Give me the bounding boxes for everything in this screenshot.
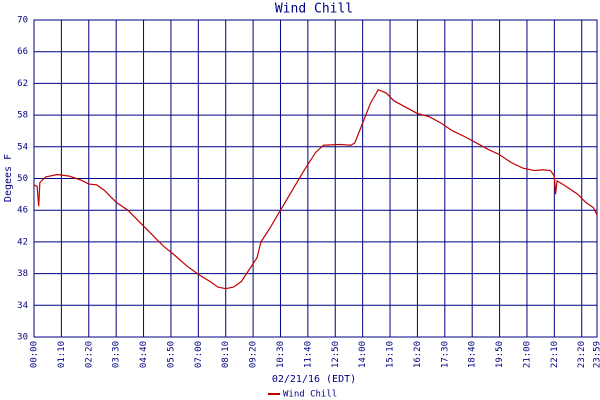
x-tick-label: 15:10 [386, 341, 396, 368]
x-tick-label: 10:30 [276, 341, 286, 368]
y-tick-label: 54 [17, 142, 28, 152]
y-tick-label: 62 [17, 79, 28, 89]
y-axis-label: Degees F [3, 154, 14, 202]
y-tick-label: 34 [17, 301, 28, 311]
y-tick-label: 58 [17, 111, 28, 121]
x-tick-label: 00:00 [30, 341, 40, 368]
chart-title: Wind Chill [275, 2, 353, 17]
x-tick-label: 18:40 [468, 341, 478, 368]
x-tick-label: 12:50 [331, 341, 341, 368]
x-axis-label: 02/21/16 (EDT) [272, 374, 356, 385]
x-tick-label: 23:59 [593, 341, 600, 368]
y-tick-label: 50 [17, 174, 28, 184]
x-tick-label: 07:00 [194, 341, 204, 368]
x-tick-label: 21:00 [522, 341, 532, 368]
y-tick-label: 66 [17, 47, 28, 57]
x-tick-label: 22:10 [550, 341, 560, 368]
x-tick-label: 03:30 [112, 341, 122, 368]
x-tick-label: 09:20 [249, 341, 259, 368]
x-tick-label: 04:40 [139, 341, 149, 368]
y-tick-label: 42 [17, 237, 28, 247]
legend-label: Wind Chill [283, 390, 337, 400]
x-tick-label: 11:40 [303, 341, 313, 368]
plot-border [33, 19, 598, 338]
y-tick-label: 70 [17, 16, 28, 26]
x-tick-label: 01:10 [57, 341, 67, 368]
y-tick-label: 30 [17, 333, 28, 343]
x-tick-label: 05:50 [166, 341, 176, 368]
x-tick-label: 19:50 [495, 341, 505, 368]
x-tick-label: 14:00 [358, 341, 368, 368]
x-tick-label: 23:20 [577, 341, 587, 368]
y-tick-label: 46 [17, 206, 28, 216]
x-tick-label: 02:20 [84, 341, 94, 368]
x-tick-label: 08:10 [221, 341, 231, 368]
line [33, 88, 598, 290]
x-tick-label: 16:20 [413, 341, 423, 368]
y-tick-label: 38 [17, 269, 28, 279]
x-tick-label: 17:30 [440, 341, 450, 368]
